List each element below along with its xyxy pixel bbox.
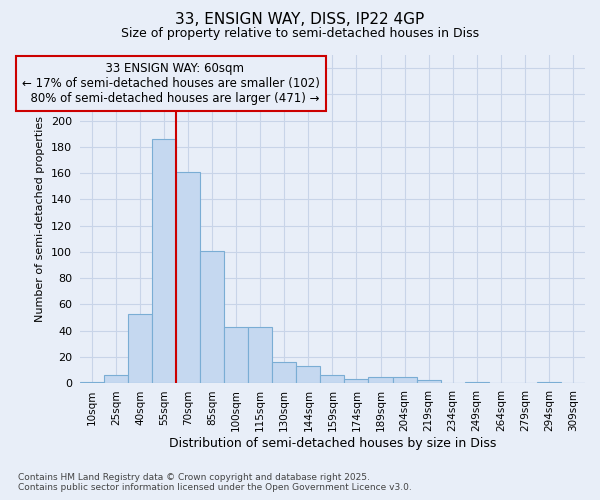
Bar <box>176 172 200 383</box>
Bar <box>200 250 224 383</box>
Bar <box>320 375 344 383</box>
Text: Size of property relative to semi-detached houses in Diss: Size of property relative to semi-detach… <box>121 28 479 40</box>
Bar <box>104 375 128 383</box>
Bar <box>128 314 152 383</box>
Bar <box>537 382 561 383</box>
Bar <box>368 376 392 383</box>
Text: 33 ENSIGN WAY: 60sqm
← 17% of semi-detached houses are smaller (102)
  80% of se: 33 ENSIGN WAY: 60sqm ← 17% of semi-detac… <box>22 62 320 106</box>
Bar <box>296 366 320 383</box>
Bar <box>344 379 368 383</box>
Bar <box>272 362 296 383</box>
Y-axis label: Number of semi-detached properties: Number of semi-detached properties <box>35 116 46 322</box>
Bar <box>152 139 176 383</box>
Bar <box>248 326 272 383</box>
Bar <box>224 326 248 383</box>
Bar <box>416 380 440 383</box>
Bar <box>80 382 104 383</box>
Text: Contains HM Land Registry data © Crown copyright and database right 2025.
Contai: Contains HM Land Registry data © Crown c… <box>18 473 412 492</box>
Bar <box>465 382 489 383</box>
Bar <box>392 376 416 383</box>
Text: 33, ENSIGN WAY, DISS, IP22 4GP: 33, ENSIGN WAY, DISS, IP22 4GP <box>175 12 425 28</box>
X-axis label: Distribution of semi-detached houses by size in Diss: Distribution of semi-detached houses by … <box>169 437 496 450</box>
